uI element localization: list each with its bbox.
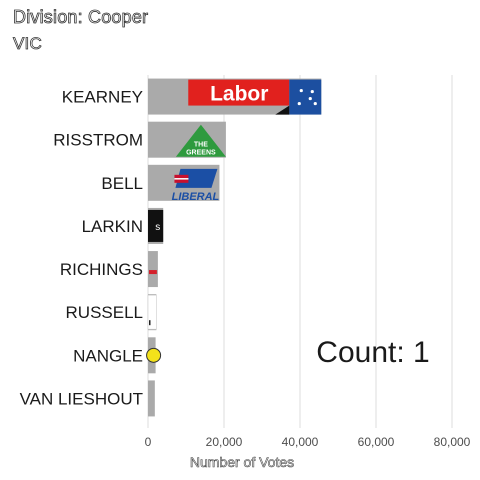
bar-group (146, 337, 162, 374)
x-axis-label: Number of Votes (190, 454, 294, 470)
category-label: BELL (101, 174, 143, 193)
bar-group: s (148, 207, 164, 244)
x-tick-label: 60,000 (358, 435, 395, 449)
bar-group (148, 251, 158, 288)
svg-text:THE: THE (194, 142, 208, 149)
party-logo-icon (147, 294, 157, 330)
svg-text:LIBERAL: LIBERAL (172, 191, 220, 203)
labor-logo-icon: Labor (188, 79, 322, 115)
category-label: NANGLE (73, 346, 143, 365)
party-logo-icon: s (148, 209, 164, 242)
category-labels: KEARNEY RISSTROM BELL LARKIN RICHINGS RUSSELL… (20, 88, 143, 409)
count-annotation: Count: 1 (316, 336, 429, 369)
category-label: RISSTROM (53, 131, 143, 150)
svg-text:GREENS: GREENS (186, 150, 216, 157)
bar-group (148, 380, 155, 417)
x-tick-label: 80,000 (434, 435, 471, 449)
x-axis-ticks: 0 20,000 40,000 60,000 80,000 (145, 435, 471, 449)
x-tick-label: 20,000 (206, 435, 243, 449)
chart-title: Division: Cooper (13, 7, 149, 28)
category-label: LARKIN (82, 217, 143, 236)
category-label: KEARNEY (62, 88, 143, 107)
bar-group (147, 294, 157, 331)
bar (148, 380, 155, 417)
bar-group: Labor (148, 78, 322, 115)
category-label: VAN LIESHOUT (20, 389, 143, 408)
x-tick-label: 0 (145, 435, 152, 449)
liberal-logo-icon: LIBERAL (172, 168, 220, 203)
bar-group: LIBERAL (148, 164, 220, 203)
svg-text:s: s (155, 222, 160, 233)
party-logo-icon (149, 270, 157, 275)
category-label: RUSSELL (66, 303, 143, 322)
svg-text:Labor: Labor (210, 83, 268, 106)
chart-subtitle: VIC (13, 34, 43, 54)
category-label: RICHINGS (60, 260, 143, 279)
bar (148, 251, 158, 288)
party-logo-icon (146, 347, 162, 363)
x-tick-label: 40,000 (282, 435, 319, 449)
